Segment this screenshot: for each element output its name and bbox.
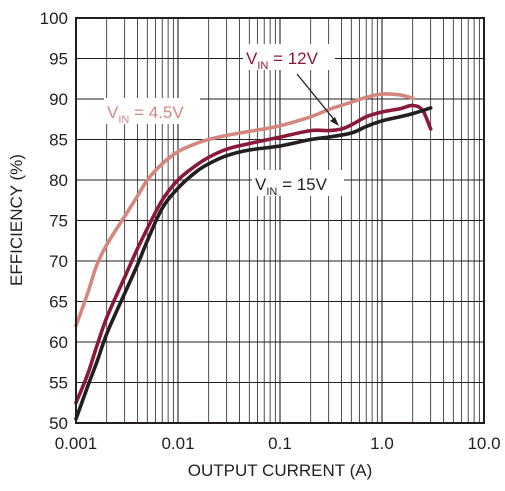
label-rest: = 12V — [268, 49, 318, 68]
svg-text:VIN = 12V: VIN = 12V — [246, 49, 319, 72]
label-sub: IN — [118, 114, 129, 126]
label-main: V — [255, 175, 267, 194]
label-rest: = 4.5V — [129, 103, 184, 122]
label-vin-4-5v: VIN = 4.5V — [104, 98, 200, 126]
grid — [75, 17, 484, 424]
label-rest: = 15V — [277, 175, 327, 194]
arrow-shaft — [296, 73, 337, 123]
x-tick-label: 10.0 — [467, 434, 500, 453]
y-tick-label: 95 — [49, 50, 68, 69]
label-sub: IN — [266, 186, 277, 198]
label-vin-15v: VIN = 15V — [252, 170, 344, 198]
y-tick-label: 80 — [49, 171, 68, 190]
svg-text:VIN = 4.5V: VIN = 4.5V — [107, 103, 184, 126]
y-tick-label: 50 — [49, 414, 68, 433]
label-vin-12v: VIN = 12V — [243, 44, 335, 72]
label-background — [104, 98, 200, 124]
label-background — [252, 170, 344, 196]
x-tick-label: 0.1 — [268, 434, 292, 453]
x-axis-title: OUTPUT CURRENT (A) — [188, 461, 373, 480]
y-tick-label: 70 — [49, 252, 68, 271]
y-tick-label: 90 — [49, 90, 68, 109]
y-tick-label: 65 — [49, 293, 68, 312]
x-tick-label: 0.01 — [161, 434, 194, 453]
y-tick-label: 100 — [40, 9, 68, 28]
plot-frame — [75, 17, 485, 424]
label-main: V — [107, 103, 119, 122]
label-12v-arrow — [296, 73, 339, 126]
y-tick-label: 60 — [49, 333, 68, 352]
label-background — [243, 44, 335, 70]
series-line-2 — [74, 106, 433, 421]
y-tick-label: 85 — [49, 131, 68, 150]
series-line-0 — [74, 92, 415, 328]
arrow-head — [330, 117, 339, 126]
y-tick-label: 75 — [49, 212, 68, 231]
tick-labels: 0.001 0.01 0.1 1.0 10.0 50 55 60 65 70 75 80 85 90 95 1… — [40, 9, 501, 453]
y-tick-label: 55 — [49, 374, 68, 393]
x-tick-label: 1.0 — [370, 434, 394, 453]
curves — [74, 92, 433, 421]
label-main: V — [246, 49, 258, 68]
y-axis-title: EFFICIENCY (%) — [7, 154, 26, 286]
series-line-1 — [74, 103, 433, 405]
label-sub: IN — [257, 60, 268, 72]
svg-text:VIN = 15V: VIN = 15V — [255, 175, 328, 198]
x-tick-label: 0.001 — [55, 434, 98, 453]
